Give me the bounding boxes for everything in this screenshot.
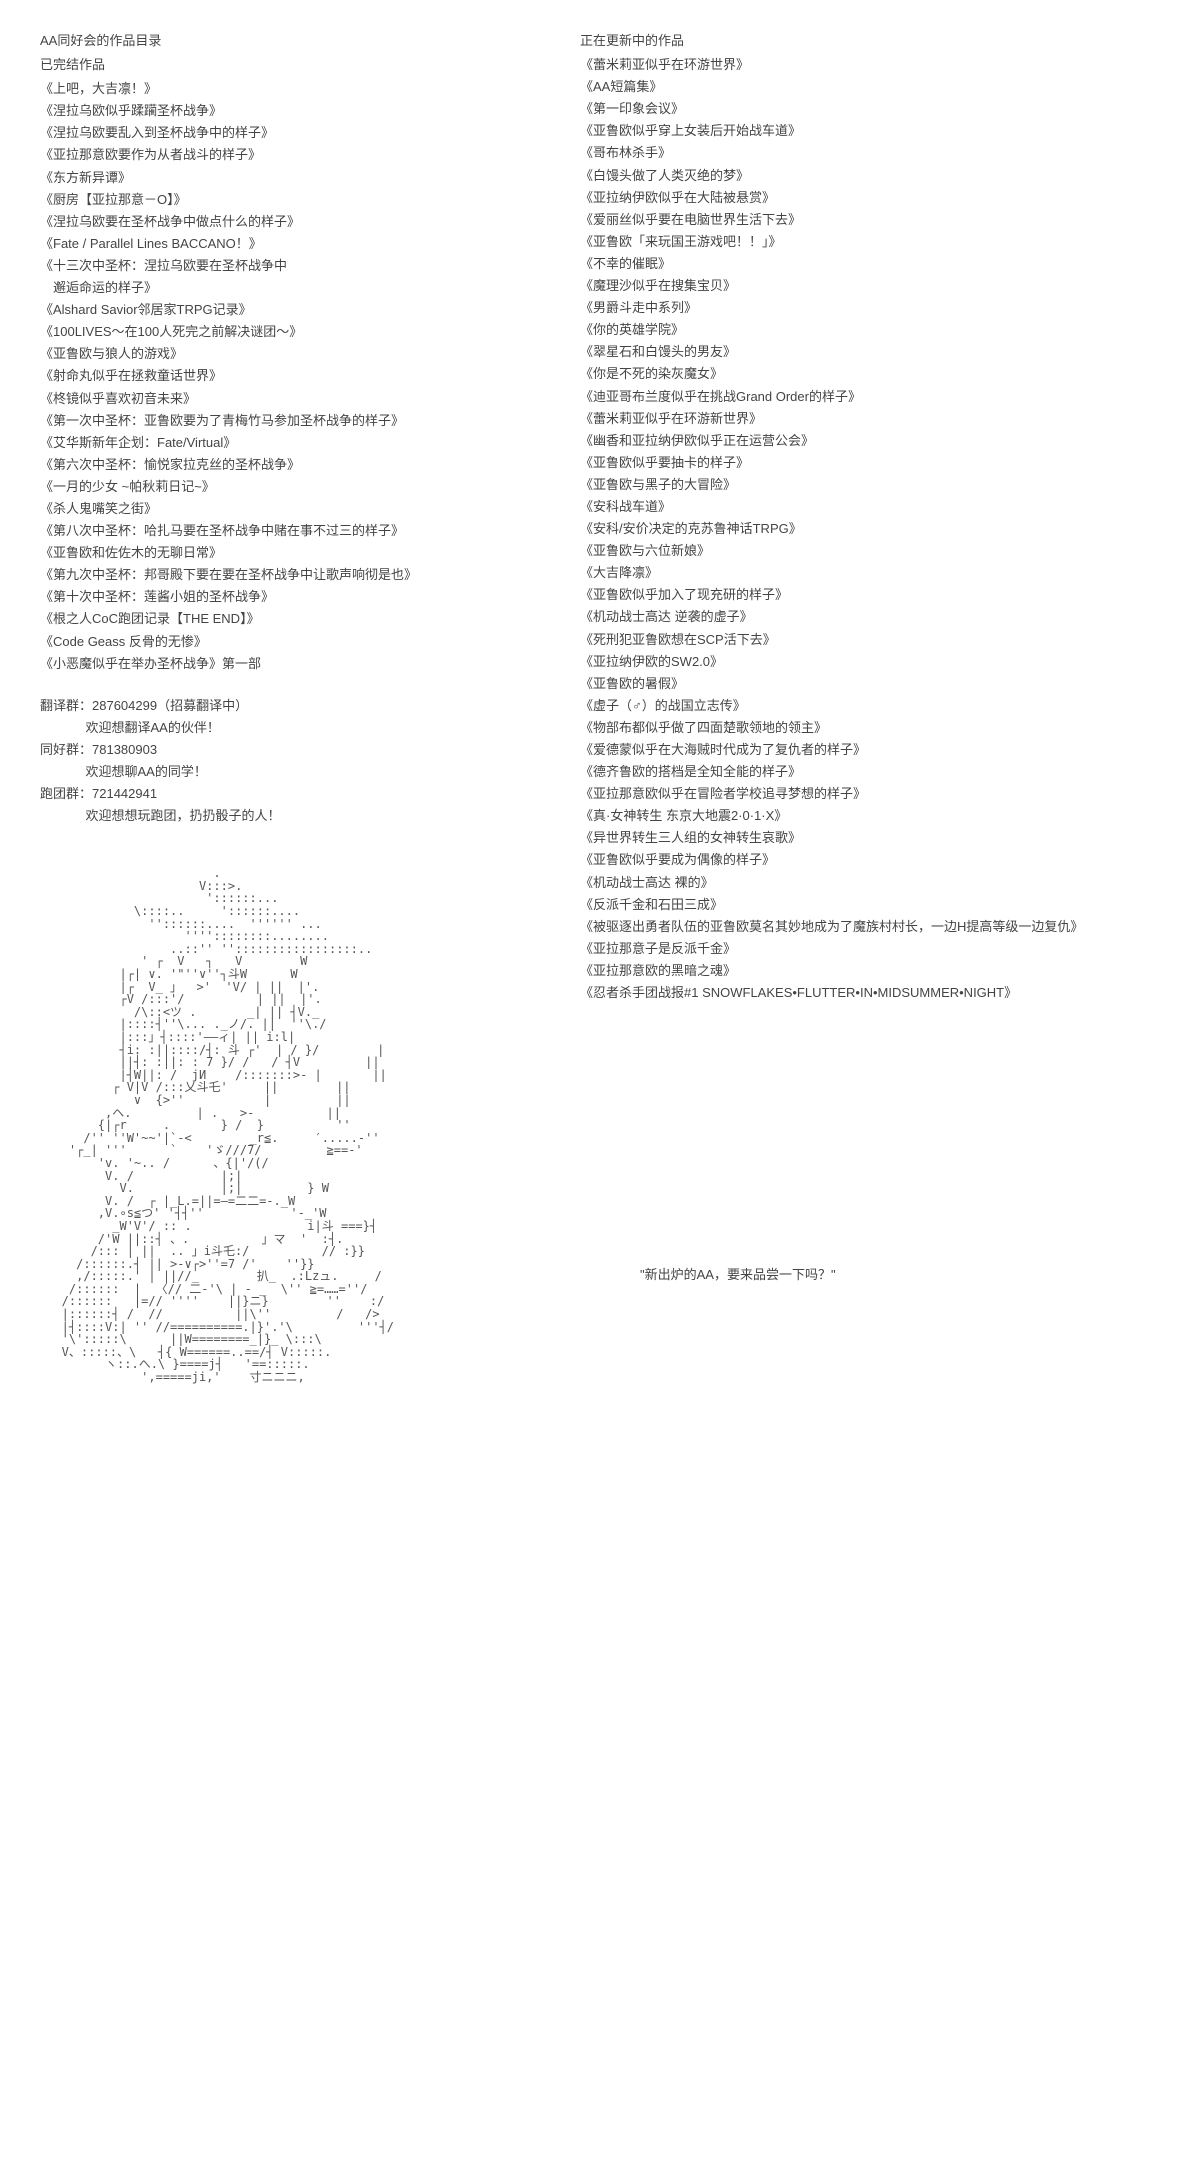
right-column: 正在更新中的作品 《蕾米莉亚似乎在环游世界》《AA短篇集》《第一印象会议》《亚鲁…	[580, 30, 1140, 1384]
work-item: 《Code Geass 反骨的无惨》	[40, 631, 520, 653]
work-item: 《一月的少女 ~帕秋莉日记~》	[40, 476, 520, 498]
group-sub: 欢迎想聊AA的同学！	[40, 761, 520, 783]
ascii-art: . V:::>. '::::::... \::::.. '::::::.... …	[40, 867, 520, 1383]
work-item: 《亚鲁欧与六位新娘》	[580, 540, 1140, 562]
work-item: 《被驱逐出勇者队伍的亚鲁欧莫名其妙地成为了魔族村村长，一边H提高等级一边复仇》	[580, 916, 1140, 938]
work-item: 《亚拉那意欧似乎在冒险者学校追寻梦想的样子》	[580, 783, 1140, 805]
work-item: 《亚拉那意欧的黑暗之魂》	[580, 960, 1140, 982]
work-item: 《亚鲁欧与狼人的游戏》	[40, 343, 520, 365]
work-item: 《魔理沙似乎在搜集宝贝》	[580, 275, 1140, 297]
work-item: 《涅拉乌欧要在圣杯战争中做点什么的样子》	[40, 211, 520, 233]
work-item: 《迪亚哥布兰度似乎在挑战Grand Order的样子》	[580, 386, 1140, 408]
work-item: 《柊镜似乎喜欢初音未来》	[40, 388, 520, 410]
groups-block: 翻译群：287604299（招募翻译中）欢迎想翻译AA的伙伴！同好群：78138…	[40, 695, 520, 828]
work-item: 《机动战士高达 裸的》	[580, 872, 1140, 894]
work-item: 《厨房【亚拉那意－O】》	[40, 189, 520, 211]
work-item: 《翠星石和白馒头的男友》	[580, 341, 1140, 363]
group-label: 跑团群：721442941	[40, 783, 520, 805]
work-item: 《安科/安价决定的克苏鲁神话TRPG》	[580, 518, 1140, 540]
work-item: 《根之人CoC跑团记录【THE END】》	[40, 608, 520, 630]
work-item: 《德齐鲁欧的搭档是全知全能的样子》	[580, 761, 1140, 783]
work-item: 《亚鲁欧似乎穿上女装后开始战车道》	[580, 120, 1140, 142]
work-item: 《亚鲁欧与黑子的大冒险》	[580, 474, 1140, 496]
completed-works-list: 《上吧，大吉凛！》《涅拉乌欧似乎蹂躏圣杯战争》《涅拉乌欧要乱入到圣杯战争中的样子…	[40, 78, 520, 675]
work-item: 《亚拉那意子是反派千金》	[580, 938, 1140, 960]
work-item: 《Fate / Parallel Lines BACCANO！》	[40, 233, 520, 255]
work-item: 《安科战车道》	[580, 496, 1140, 518]
work-item: 《忍者杀手团战报#1 SNOWFLAKES•FLUTTER•IN•MIDSUMM…	[580, 982, 1140, 1004]
work-item: 《十三次中圣杯：涅拉乌欧要在圣杯战争中 邂逅命运的样子》	[40, 255, 520, 299]
work-item: 《第一印象会议》	[580, 98, 1140, 120]
work-item: 《幽香和亚拉纳伊欧似乎正在运营公会》	[580, 430, 1140, 452]
work-item: 《爱德蒙似乎在大海贼时代成为了复仇者的样子》	[580, 739, 1140, 761]
work-item: 《第六次中圣杯：愉悦家拉克丝的圣杯战争》	[40, 454, 520, 476]
work-item: 《反派千金和石田三成》	[580, 894, 1140, 916]
work-item: 《异世界转生三人组的女神转生哀歌》	[580, 827, 1140, 849]
work-item: 《亚拉纳伊欧似乎在大陆被悬赏》	[580, 187, 1140, 209]
work-item: 《亚鲁欧似乎要抽卡的样子》	[580, 452, 1140, 474]
work-item: 《蕾米莉亚似乎在环游世界》	[580, 54, 1140, 76]
work-item: 《第一次中圣杯：亚鲁欧要为了青梅竹马参加圣杯战争的样子》	[40, 410, 520, 432]
work-item: 《亚鲁欧似乎要成为偶像的样子》	[580, 849, 1140, 871]
completed-heading: 已完结作品	[40, 54, 520, 76]
work-item: 《第十次中圣杯：莲酱小姐的圣杯战争》	[40, 586, 520, 608]
catalog-heading: AA同好会的作品目录	[40, 30, 520, 52]
work-item: 《AA短篇集》	[580, 76, 1140, 98]
group-label: 翻译群：287604299（招募翻译中）	[40, 695, 520, 717]
work-item: 《Alshard Savior邻居家TRPG记录》	[40, 299, 520, 321]
work-item: 《亚鲁欧的暑假》	[580, 673, 1140, 695]
work-item: 《白馒头做了人类灭绝的梦》	[580, 165, 1140, 187]
quote-line: "新出炉的AA，要来品尝一下吗？"	[580, 1264, 1140, 1286]
work-item: 《亚鲁欧似乎加入了现充研的样子》	[580, 584, 1140, 606]
work-item: 《东方新异谭》	[40, 167, 520, 189]
group-sub: 欢迎想翻译AA的伙伴！	[40, 717, 520, 739]
group-sub: 欢迎想想玩跑团，扔扔骰子的人！	[40, 805, 520, 827]
work-item: 《射命丸似乎在拯救童话世界》	[40, 365, 520, 387]
work-item: 《不幸的催眠》	[580, 253, 1140, 275]
work-item: 《哥布林杀手》	[580, 142, 1140, 164]
work-item: 《大吉降凛》	[580, 562, 1140, 584]
work-item: 《艾华斯新年企划：Fate/Virtual》	[40, 432, 520, 454]
work-item: 《100LIVES～在100人死完之前解决谜团～》	[40, 321, 520, 343]
work-item: 《涅拉乌欧似乎蹂躏圣杯战争》	[40, 100, 520, 122]
work-item: 《死刑犯亚鲁欧想在SCP活下去》	[580, 629, 1140, 651]
work-item: 《男爵斗走中系列》	[580, 297, 1140, 319]
updating-heading: 正在更新中的作品	[580, 30, 1140, 52]
work-item: 《亚拉纳伊欧的SW2.0》	[580, 651, 1140, 673]
work-item: 《你的英雄学院》	[580, 319, 1140, 341]
work-item: 《物部布都似乎做了四面楚歌领地的领主》	[580, 717, 1140, 739]
work-item: 《你是不死的染灰魔女》	[580, 363, 1140, 385]
work-item: 《亚鲁欧「来玩国王游戏吧！！」》	[580, 231, 1140, 253]
work-item: 《第八次中圣杯：哈扎马要在圣杯战争中赌在事不过三的样子》	[40, 520, 520, 542]
left-column: AA同好会的作品目录 已完结作品 《上吧，大吉凛！》《涅拉乌欧似乎蹂躏圣杯战争》…	[40, 30, 520, 1384]
work-item: 《真·女神转生 东京大地震2·0·1·X》	[580, 805, 1140, 827]
work-item: 《杀人鬼嘴笑之街》	[40, 498, 520, 520]
work-item: 《涅拉乌欧要乱入到圣杯战争中的样子》	[40, 122, 520, 144]
group-label: 同好群：781380903	[40, 739, 520, 761]
work-item: 《亚拉那意欧要作为从者战斗的样子》	[40, 144, 520, 166]
updating-works-list: 《蕾米莉亚似乎在环游世界》《AA短篇集》《第一印象会议》《亚鲁欧似乎穿上女装后开…	[580, 54, 1140, 1004]
work-item: 《亚鲁欧和佐佐木的无聊日常》	[40, 542, 520, 564]
work-item: 《上吧，大吉凛！》	[40, 78, 520, 100]
work-item: 《小恶魔似乎在举办圣杯战争》第一部	[40, 653, 520, 675]
work-item: 《机动战士高达 逆袭的虚子》	[580, 606, 1140, 628]
work-item: 《虚子（♂）的战国立志传》	[580, 695, 1140, 717]
work-item: 《第九次中圣杯：邦哥殿下要在要在圣杯战争中让歌声响彻是也》	[40, 564, 520, 586]
work-item: 《蕾米莉亚似乎在环游新世界》	[580, 408, 1140, 430]
work-item: 《爱丽丝似乎要在电脑世界生活下去》	[580, 209, 1140, 231]
